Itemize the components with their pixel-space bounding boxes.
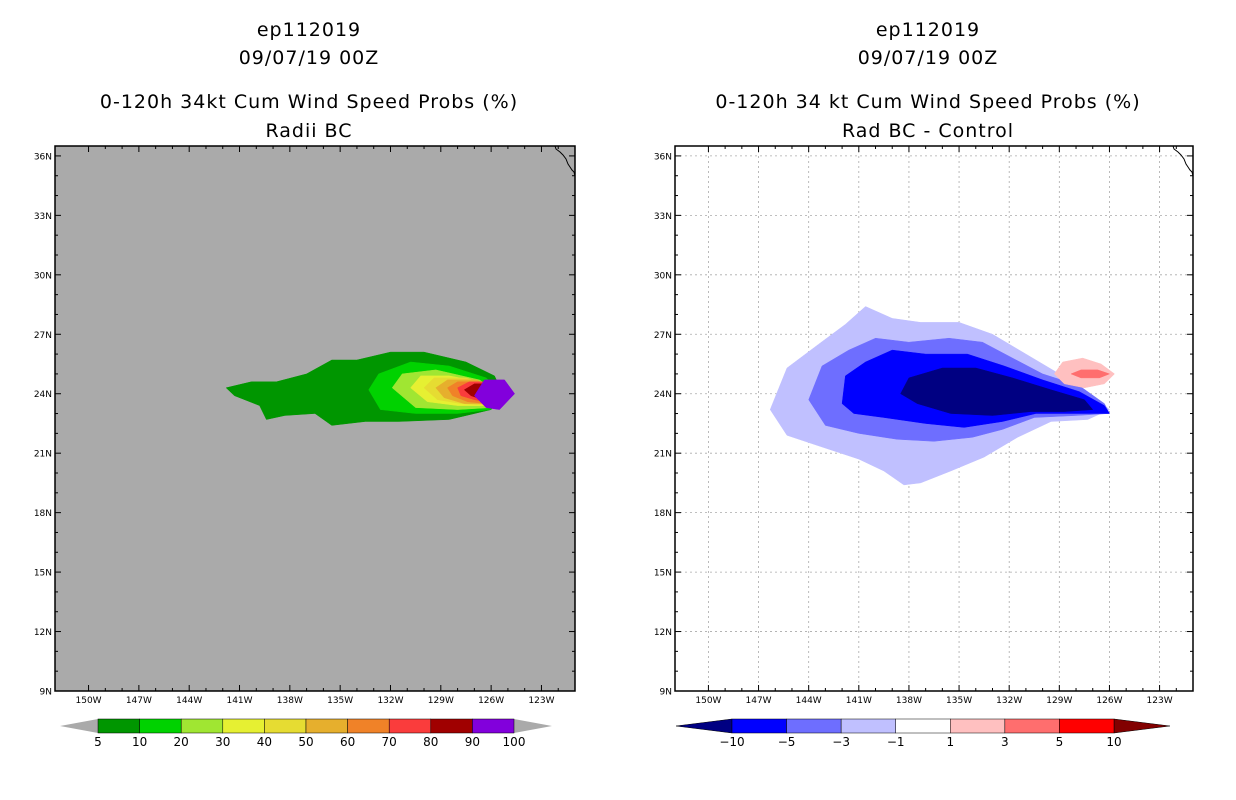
- lon-tick-label: 132W: [377, 696, 403, 706]
- colorbar-swatch: [347, 718, 390, 734]
- lon-tick-label: 144W: [176, 696, 202, 706]
- lat-tick-label: 30N: [654, 271, 672, 281]
- lat-tick-label: 15N: [34, 569, 52, 579]
- colorbar-label: 3: [1001, 735, 1009, 749]
- colorbar-swatch: [264, 718, 307, 734]
- left-map-background: [55, 146, 575, 691]
- colorbar-label: 80: [423, 735, 438, 749]
- lon-tick-label: 147W: [746, 696, 772, 706]
- lat-tick-label: 18N: [34, 509, 52, 519]
- left-title-date: 09/07/19 00Z: [238, 47, 380, 69]
- left-contour-90: [474, 379, 515, 410]
- colorbar-label: 10: [1106, 735, 1121, 749]
- lon-tick-label: 126W: [478, 696, 504, 706]
- lon-tick-label: 138W: [896, 696, 922, 706]
- colorbar-swatch: [97, 718, 140, 734]
- lon-tick-label: 144W: [796, 696, 822, 706]
- right-title-storm: ep112019: [875, 19, 981, 41]
- colorbar-label: 50: [298, 735, 313, 749]
- lat-tick-label: 36N: [34, 152, 52, 162]
- colorbar-lower-arrow: [60, 719, 98, 733]
- right-title-product: 0-120h 34 kt Cum Wind Speed Probs (%): [715, 91, 1141, 113]
- colorbar-swatch: [895, 718, 951, 734]
- colorbar-swatch: [180, 718, 224, 734]
- colorbar-label: 40: [257, 735, 272, 749]
- right-contour-neg10: [900, 367, 1093, 416]
- left-title-storm: ep112019: [256, 19, 362, 41]
- lat-tick-label: 15N: [654, 569, 672, 579]
- colorbar-upper-arrow: [1113, 718, 1171, 734]
- lon-tick-label: 135W: [327, 696, 353, 706]
- lat-tick-label: 36N: [654, 152, 672, 162]
- colorbar-swatch: [950, 718, 1006, 734]
- lat-tick-label: 33N: [34, 212, 52, 222]
- colorbar-swatch: [139, 718, 182, 734]
- colorbar-label: 30: [215, 735, 230, 749]
- lon-tick-label: 147W: [126, 696, 152, 706]
- left-coastline: [554, 145, 576, 177]
- colorbar-label: 100: [503, 735, 526, 749]
- colorbar-swatch: [1059, 718, 1115, 734]
- right-contour-3: [1070, 369, 1110, 379]
- lat-tick-label: 9N: [660, 688, 672, 698]
- lon-tick-label: 129W: [428, 696, 454, 706]
- colorbar-swatch: [731, 718, 787, 734]
- left-map-panel: 36N 33N 30N 27N 24N 21N 18N 15N 12N 9N 150W 147W 14…: [34, 145, 576, 749]
- colorbar-swatch: [430, 718, 473, 734]
- lat-tick-label: 12N: [34, 628, 52, 638]
- lat-tick-label: 27N: [654, 331, 672, 341]
- lat-tick-label: 24N: [34, 390, 52, 400]
- lat-tick-label: 9N: [40, 688, 52, 698]
- right-title-date: 09/07/19 00Z: [857, 47, 999, 69]
- lat-tick-label: 21N: [654, 450, 672, 460]
- left-title-subtitle: Radii BC: [265, 120, 353, 142]
- lon-tick-label: 126W: [1096, 696, 1122, 706]
- lat-tick-label: 30N: [34, 271, 52, 281]
- left-map-frame: [54, 145, 576, 692]
- colorbar-label: −10: [719, 735, 744, 749]
- lat-tick-label: 21N: [34, 450, 52, 460]
- lon-tick-label: 129W: [1046, 696, 1072, 706]
- lat-tick-label: 27N: [34, 331, 52, 341]
- colorbar-label: 60: [340, 735, 355, 749]
- colorbar-swatch: [388, 718, 432, 734]
- lon-tick-label: 150W: [76, 696, 102, 706]
- colorbar-label: 20: [174, 735, 189, 749]
- lat-tick-label: 12N: [654, 628, 672, 638]
- lon-tick-label: 135W: [946, 696, 972, 706]
- colorbar-label: −3: [832, 735, 850, 749]
- colorbar-label: 10: [132, 735, 147, 749]
- lon-tick-label: 123W: [1147, 696, 1173, 706]
- lat-tick-label: 18N: [654, 509, 672, 519]
- colorbar-label: 90: [465, 735, 480, 749]
- colorbar-label: 1: [946, 735, 954, 749]
- colorbar-swatch: [786, 718, 842, 734]
- lon-tick-label: 123W: [528, 696, 554, 706]
- right-map-frame: [674, 145, 1194, 692]
- left-title-product: 0-120h 34kt Cum Wind Speed Probs (%): [99, 91, 519, 113]
- right-coastline: [1172, 145, 1194, 177]
- right-map-panel: 36N 33N 30N 27N 24N 21N 18N 15N 12N 9N 150W 147W 14…: [654, 145, 1194, 749]
- lon-tick-label: 150W: [695, 696, 721, 706]
- colorbar-swatch: [222, 718, 265, 734]
- colorbar-swatch: [1004, 718, 1060, 734]
- colorbar-label: 5: [1056, 735, 1064, 749]
- colorbar-label: −1: [887, 735, 905, 749]
- lon-tick-label: 141W: [226, 696, 252, 706]
- colorbar-swatch: [472, 718, 515, 734]
- right-title-subtitle: Rad BC - Control: [841, 120, 1015, 142]
- colorbar-swatch: [305, 718, 348, 734]
- colorbar-label: 70: [382, 735, 397, 749]
- colorbar-label: 5: [94, 735, 102, 749]
- lat-tick-label: 24N: [654, 390, 672, 400]
- lon-tick-label: 132W: [996, 696, 1022, 706]
- colorbar-swatch: [840, 718, 896, 734]
- colorbar-label: −5: [778, 735, 796, 749]
- lon-tick-label: 141W: [846, 696, 872, 706]
- lat-tick-label: 33N: [654, 212, 672, 222]
- lon-tick-label: 138W: [277, 696, 303, 706]
- colorbar-upper-arrow: [514, 719, 552, 733]
- colorbar-lower-arrow: [675, 718, 733, 734]
